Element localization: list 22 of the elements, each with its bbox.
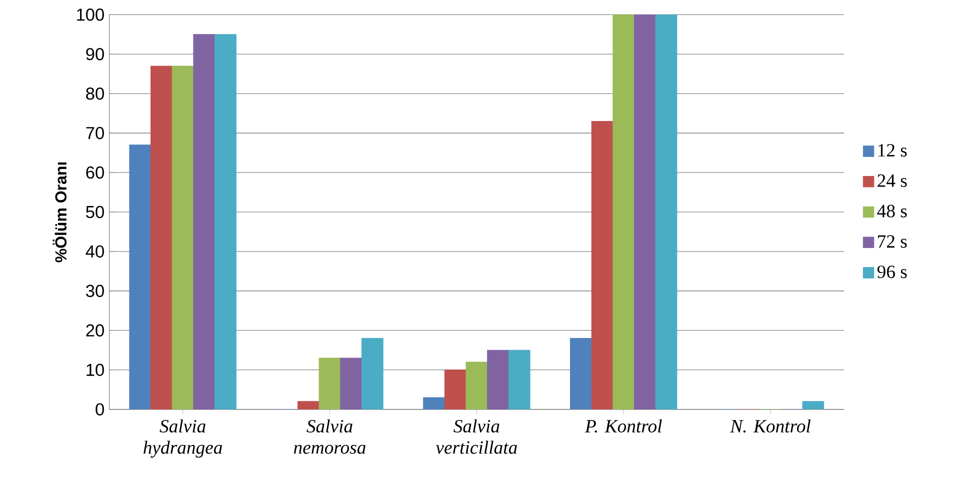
y-tick-label: 90 <box>86 48 104 60</box>
y-tick-label: 100 <box>77 8 104 21</box>
legend-label: 12 s <box>878 144 907 156</box>
y-tick-label: 30 <box>86 284 104 297</box>
x-tick-label: Salvia hydrangea <box>144 419 222 458</box>
y-axis-title: %Ölüm Oranı <box>52 162 67 262</box>
y-tick-label: 70 <box>86 126 104 140</box>
legend-label: 96 s <box>877 265 907 278</box>
y-tick-label: 0 <box>96 403 104 416</box>
x-tick-label: Salvia nemorosa <box>294 419 366 454</box>
y-tick-label: 50 <box>86 206 104 218</box>
x-tick-label: N. Kontrol <box>730 419 810 432</box>
y-tick-label: 60 <box>86 166 104 179</box>
legend-label: 72 s <box>878 235 907 248</box>
legend-label: 48 s <box>877 204 907 218</box>
x-tick-label: Salvia verticillata <box>436 419 517 454</box>
y-tick-label: 40 <box>86 245 104 258</box>
y-tick-label: 80 <box>86 87 104 100</box>
y-tick-label: 20 <box>86 324 104 336</box>
y-tick-label: 10 <box>86 364 104 376</box>
legend-label: 24 s <box>878 174 907 187</box>
x-tick-label: P. Kontrol <box>584 419 662 432</box>
